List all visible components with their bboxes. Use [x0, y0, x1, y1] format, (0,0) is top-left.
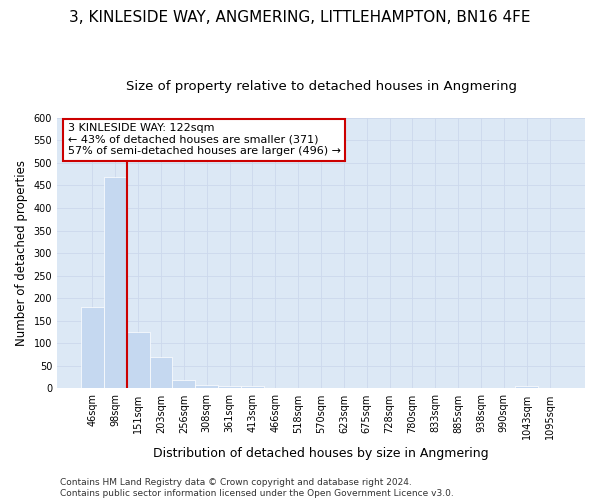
- Text: Contains HM Land Registry data © Crown copyright and database right 2024.
Contai: Contains HM Land Registry data © Crown c…: [60, 478, 454, 498]
- Bar: [149, 357, 172, 388]
- Bar: [104, 178, 127, 388]
- Bar: [218, 386, 241, 388]
- Text: 3, KINLESIDE WAY, ANGMERING, LITTLEHAMPTON, BN16 4FE: 3, KINLESIDE WAY, ANGMERING, LITTLEHAMPT…: [69, 10, 531, 25]
- Text: 3 KINLESIDE WAY: 122sqm
← 43% of detached houses are smaller (371)
57% of semi-d: 3 KINLESIDE WAY: 122sqm ← 43% of detache…: [68, 123, 341, 156]
- Bar: [196, 385, 218, 388]
- Bar: [172, 380, 196, 388]
- X-axis label: Distribution of detached houses by size in Angmering: Distribution of detached houses by size …: [153, 447, 489, 460]
- Bar: [241, 386, 264, 388]
- Bar: [127, 332, 149, 388]
- Y-axis label: Number of detached properties: Number of detached properties: [15, 160, 28, 346]
- Bar: [81, 307, 104, 388]
- Title: Size of property relative to detached houses in Angmering: Size of property relative to detached ho…: [125, 80, 517, 93]
- Bar: [515, 386, 538, 388]
